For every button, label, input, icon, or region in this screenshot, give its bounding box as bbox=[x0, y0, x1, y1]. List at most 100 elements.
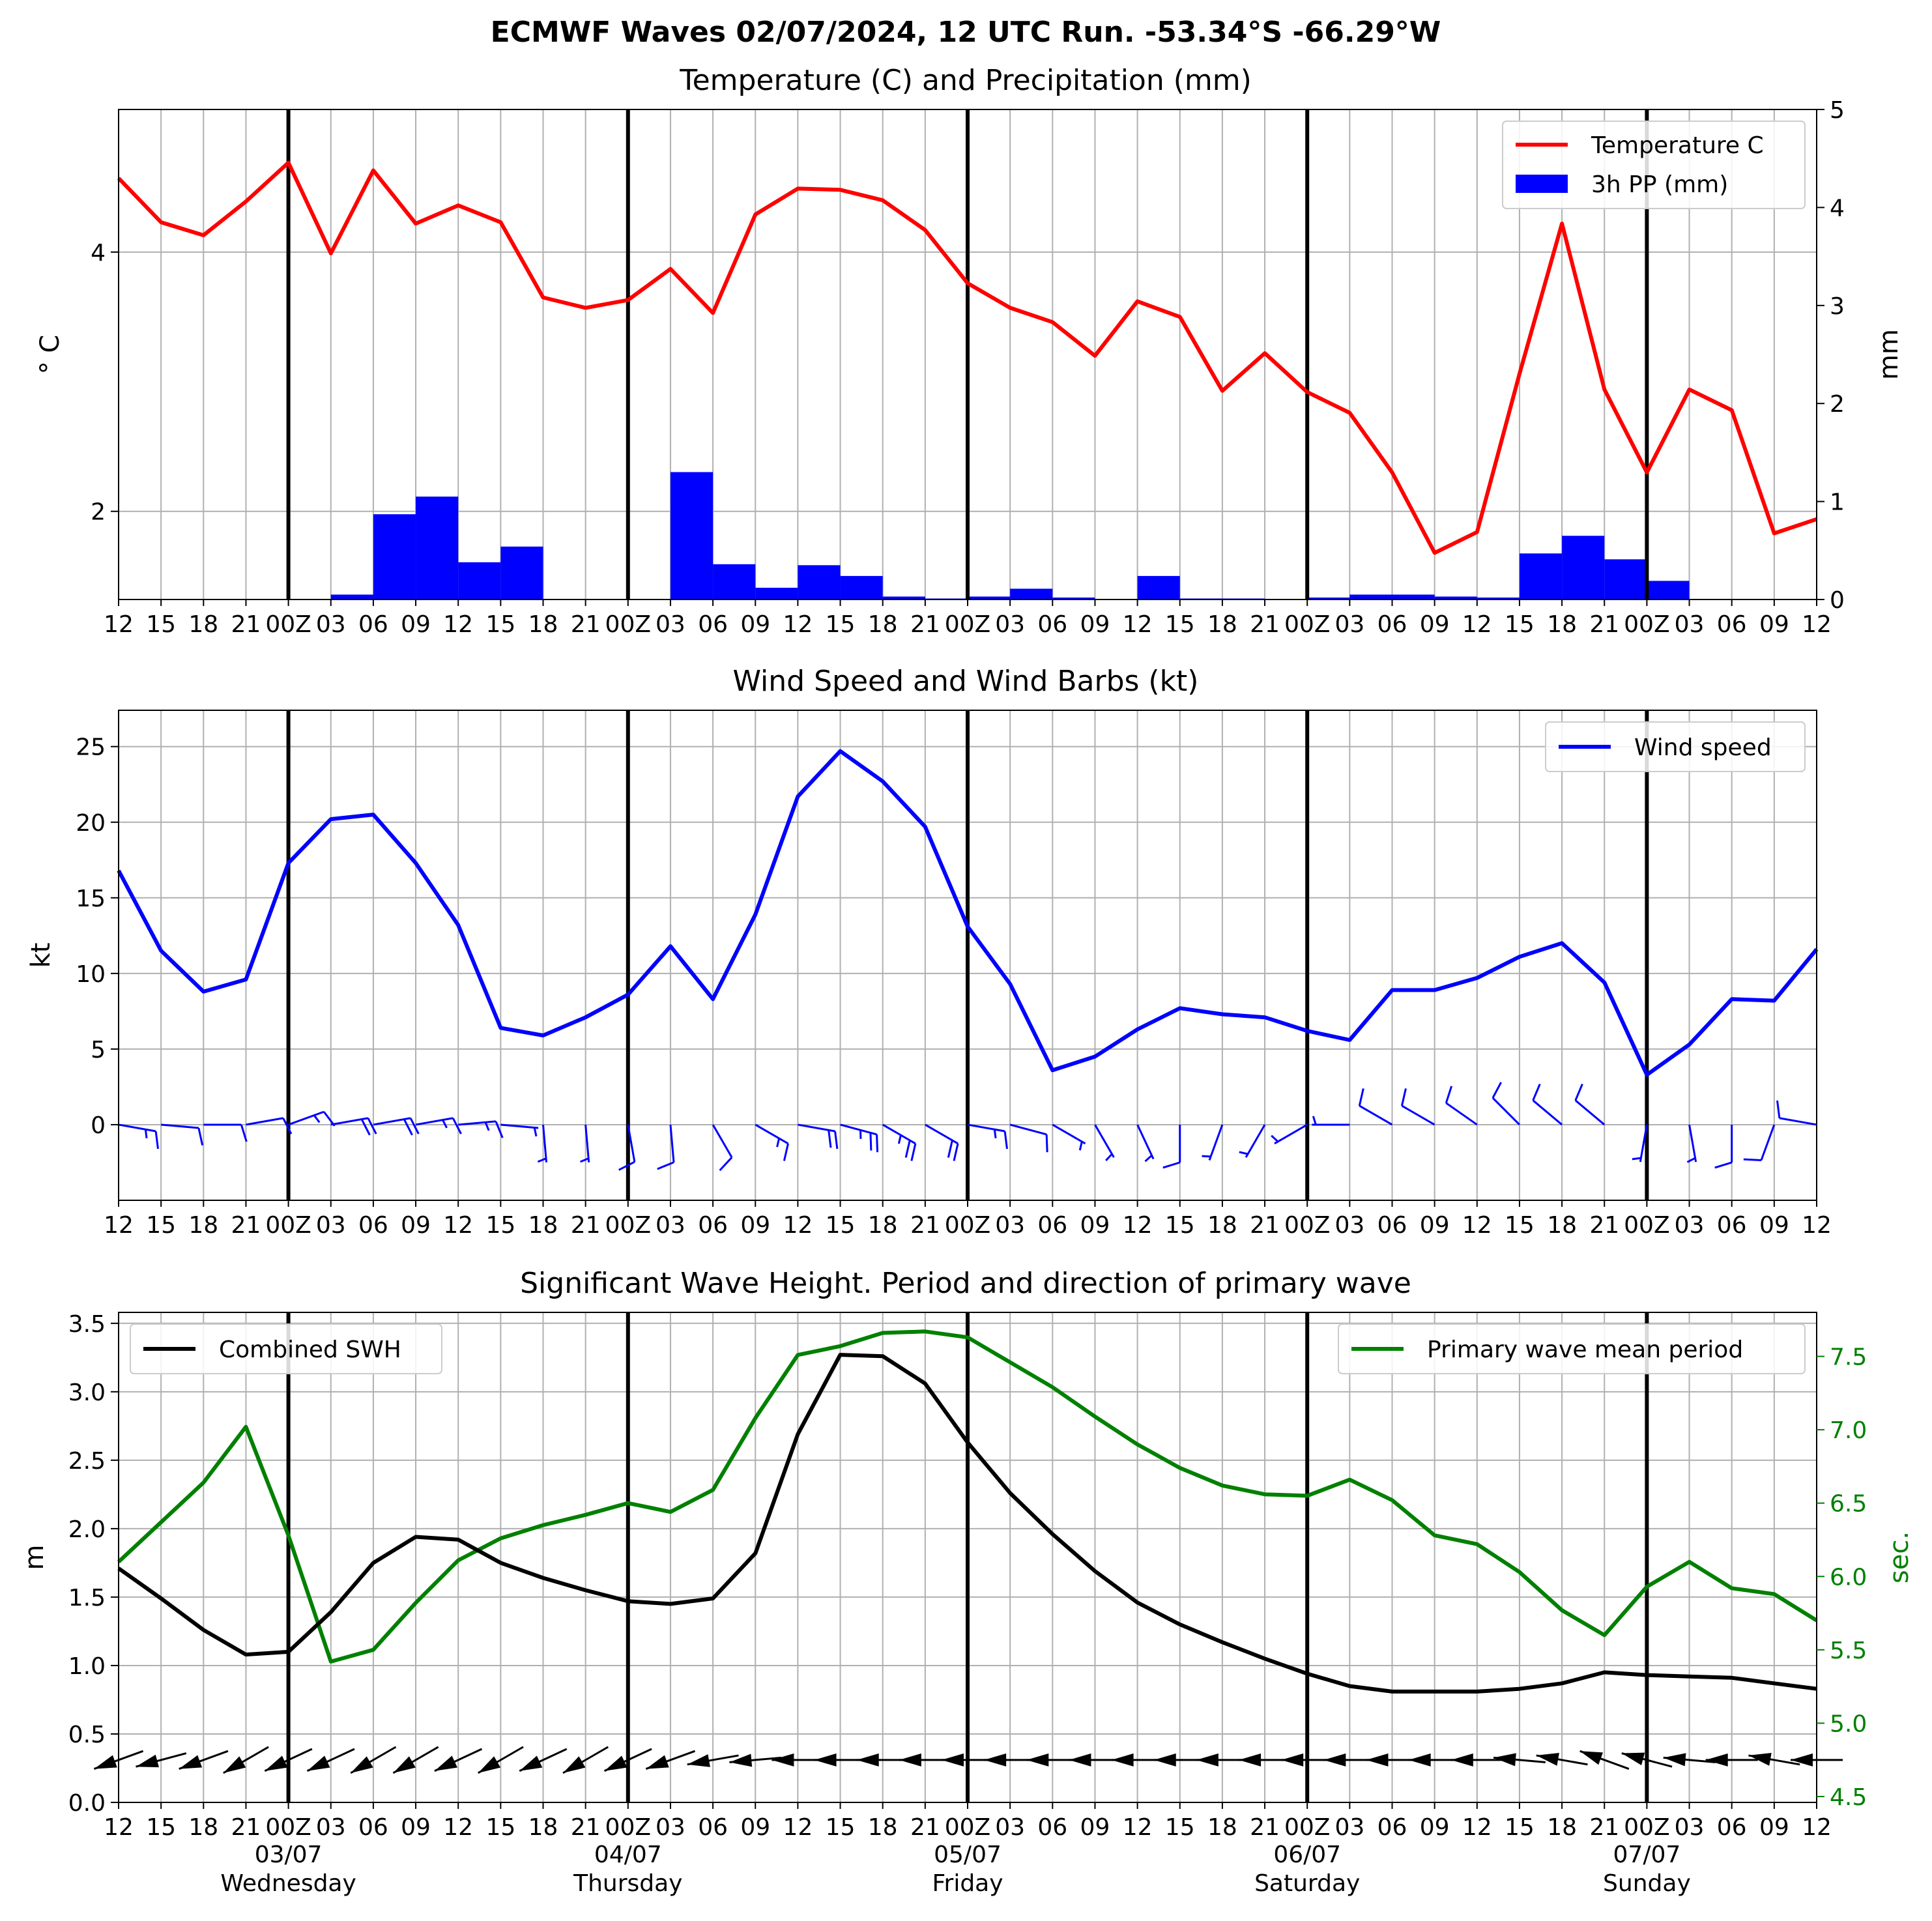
wind-barb-feather bbox=[1003, 1131, 1008, 1149]
panel1-legend: Temperature C 3h PP (mm) bbox=[1502, 121, 1806, 209]
wave-direction-arrow bbox=[645, 1750, 696, 1770]
wind-barb-half-feather bbox=[144, 1129, 148, 1138]
wave-direction-arrow bbox=[477, 1746, 524, 1774]
x-tick-label: 21 bbox=[1250, 611, 1280, 638]
wind-barb bbox=[1052, 1123, 1086, 1151]
arrow-head bbox=[1239, 1753, 1262, 1767]
wind-barb-half-feather bbox=[1239, 1151, 1248, 1155]
x-tick-label: 18 bbox=[1547, 1212, 1577, 1239]
wind-barb-half-feather bbox=[580, 1157, 589, 1163]
wind-barb bbox=[1743, 1124, 1776, 1161]
panel3-legend-swh: Combined SWH bbox=[130, 1323, 442, 1374]
x-tick-label: 21 bbox=[231, 1212, 261, 1239]
wind-barb bbox=[118, 1123, 159, 1149]
x-tick-label: 18 bbox=[1207, 1814, 1237, 1841]
wind-barb bbox=[1271, 1123, 1308, 1145]
precip-bar bbox=[670, 472, 714, 599]
wind-barb-staff bbox=[1274, 1123, 1308, 1145]
x-tick-label: 18 bbox=[868, 611, 898, 638]
wind-barb-feather bbox=[910, 1143, 917, 1161]
wind-barb bbox=[755, 1123, 789, 1161]
wind-barb bbox=[1312, 1116, 1350, 1126]
day-name-label: Friday bbox=[932, 1870, 1003, 1897]
wind-barb-half-feather bbox=[313, 1114, 321, 1123]
wind-barb-staff bbox=[1009, 1123, 1047, 1136]
precip-bar bbox=[1519, 553, 1563, 599]
wind-barb-feather bbox=[904, 1140, 911, 1158]
wave-direction-arrow bbox=[392, 1746, 439, 1774]
y-tick-label: 6.5 bbox=[1830, 1491, 1867, 1518]
wave-direction-arrow bbox=[136, 1752, 187, 1768]
arrow-head bbox=[1705, 1753, 1728, 1767]
x-tick-label: 09 bbox=[401, 1212, 431, 1239]
wind-barb-half-feather bbox=[1144, 1154, 1153, 1163]
period-line bbox=[117, 1329, 1818, 1664]
wind-barb bbox=[415, 1117, 462, 1134]
x-tick-label: 03 bbox=[1675, 611, 1705, 638]
y-tick-label: 4.5 bbox=[1830, 1784, 1867, 1811]
x-tick-label: 15 bbox=[826, 611, 856, 638]
panel3-ylabel-right: sec. bbox=[1884, 1531, 1914, 1583]
y-tick-label: 5.5 bbox=[1830, 1638, 1867, 1664]
wave-direction-arrow bbox=[350, 1746, 397, 1774]
x-tick-label: 21 bbox=[1589, 1814, 1619, 1841]
x-tick-label: 00Z bbox=[945, 1814, 990, 1841]
x-tick-label: 00Z bbox=[265, 611, 311, 638]
arrow-head bbox=[1323, 1753, 1346, 1767]
wind-barb-staff bbox=[1760, 1124, 1776, 1161]
x-tick-label: 21 bbox=[1250, 1212, 1280, 1239]
precip-bar bbox=[416, 497, 459, 599]
arrow-head bbox=[478, 1756, 501, 1773]
y-tick-label: 3 bbox=[1830, 293, 1845, 320]
panel2-ylabel: kt bbox=[26, 943, 56, 968]
x-tick-label: 21 bbox=[231, 611, 261, 638]
wind-panel: Wind Speed and Wind Barbs (kt) 0 5 10 15 20 2… bbox=[26, 665, 1832, 1239]
legend-precip-swatch bbox=[1516, 175, 1568, 193]
wind-barb-feather bbox=[1400, 1088, 1407, 1106]
y-tick-label: 4 bbox=[91, 240, 106, 267]
wave-direction-arrow bbox=[179, 1750, 229, 1770]
arrow-head bbox=[771, 1753, 794, 1767]
y-tick-label: 3.0 bbox=[68, 1379, 106, 1406]
day-name-label: Wednesday bbox=[220, 1870, 356, 1897]
precip-bars bbox=[330, 472, 1690, 599]
x-tick-label: 06 bbox=[1377, 1814, 1407, 1841]
x-tick-label: 09 bbox=[1420, 611, 1450, 638]
wave-direction-arrow bbox=[1663, 1753, 1716, 1767]
x-tick-label: 00Z bbox=[1624, 1212, 1669, 1239]
x-tick-label: 18 bbox=[868, 1814, 898, 1841]
panel2-day-lines bbox=[286, 710, 1649, 1200]
wind-barb-staff bbox=[118, 1123, 156, 1133]
y-tick-label: 1 bbox=[1830, 489, 1845, 516]
x-tick-label: 21 bbox=[571, 611, 601, 638]
y-tick-label: 5 bbox=[1830, 97, 1845, 124]
wind-barb-feather bbox=[154, 1131, 159, 1149]
y-tick-label: 0.0 bbox=[68, 1790, 106, 1817]
legend-swh-label: Combined SWH bbox=[219, 1336, 401, 1363]
wind-barb-staff bbox=[669, 1124, 675, 1163]
wind-barb-staff bbox=[584, 1124, 590, 1163]
arrow-head bbox=[856, 1753, 879, 1767]
day-name-label: Sunday bbox=[1603, 1870, 1691, 1897]
wind-barb-feather bbox=[403, 1118, 413, 1136]
wind-barb-feather bbox=[876, 1134, 879, 1153]
arrow-head bbox=[1153, 1753, 1176, 1767]
wind-barb-staff bbox=[1445, 1102, 1478, 1126]
y-tick-label: 7.0 bbox=[1830, 1417, 1867, 1444]
x-tick-label: 18 bbox=[1547, 1814, 1577, 1841]
wind-barb-half-feather bbox=[1202, 1155, 1211, 1158]
precip-bar bbox=[755, 587, 798, 599]
day-date-label: 05/07 bbox=[934, 1842, 1002, 1868]
x-tick-label: 15 bbox=[826, 1814, 856, 1841]
x-tick-label: 03 bbox=[1334, 611, 1364, 638]
temperature-precipitation-panel: Temperature (C) and Precipitation (mm) 2… bbox=[35, 64, 1904, 638]
wind-barb bbox=[580, 1124, 590, 1163]
wind-barb bbox=[618, 1124, 636, 1171]
precip-bar bbox=[1349, 594, 1392, 599]
panel3-right-ticks: 4.5 5.0 5.5 6.0 6.5 7.0 7.5 bbox=[1817, 1344, 1867, 1811]
y-tick-label: 10 bbox=[76, 961, 106, 988]
wave-direction-arrow bbox=[603, 1748, 652, 1772]
precip-bar bbox=[458, 562, 501, 599]
day-date-label: 04/07 bbox=[594, 1842, 662, 1868]
